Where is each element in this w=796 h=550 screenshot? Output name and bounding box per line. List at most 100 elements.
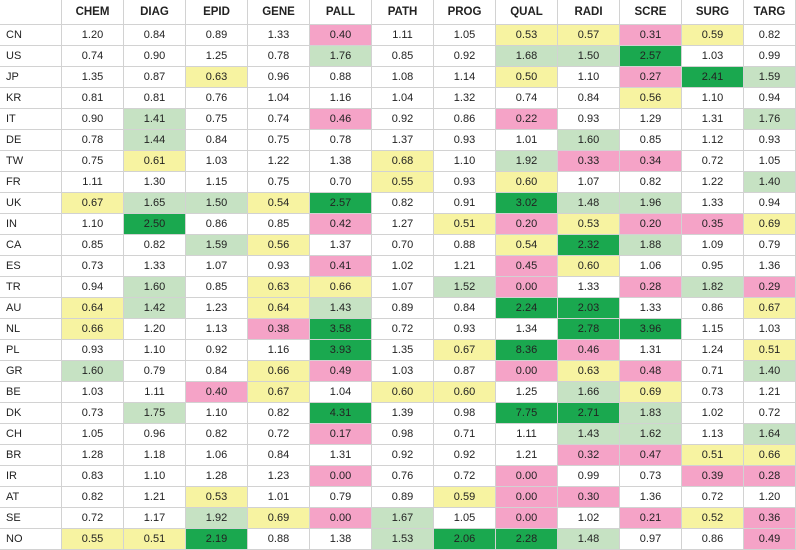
heatmap-cell: 1.04 (248, 88, 310, 109)
heatmap-cell: 0.48 (620, 361, 682, 382)
heatmap-cell: 1.30 (124, 172, 186, 193)
heatmap-cell: 2.24 (496, 298, 558, 319)
column-header: TARG (744, 0, 796, 25)
column-header: DIAG (124, 0, 186, 25)
heatmap-cell: 1.03 (744, 319, 796, 340)
heatmap-cell: 2.57 (310, 193, 372, 214)
heatmap-cell: 1.33 (682, 193, 744, 214)
heatmap-cell: 1.08 (372, 67, 434, 88)
heatmap-cell: 0.51 (682, 445, 744, 466)
heatmap-cell: 0.93 (558, 109, 620, 130)
heatmap-cell: 8.36 (496, 340, 558, 361)
heatmap-cell: 0.70 (372, 235, 434, 256)
heatmap-cell: 0.53 (558, 214, 620, 235)
row-label: PL (0, 340, 62, 361)
row-label: IN (0, 214, 62, 235)
row-label: TW (0, 151, 62, 172)
heatmap-cell: 0.51 (434, 214, 496, 235)
heatmap-cell: 0.66 (744, 445, 796, 466)
row-label: CN (0, 25, 62, 46)
column-header: PATH (372, 0, 434, 25)
heatmap-cell: 0.40 (186, 382, 248, 403)
heatmap-cell: 1.48 (558, 529, 620, 550)
heatmap-cell: 1.05 (62, 424, 124, 445)
heatmap-cell: 1.75 (124, 403, 186, 424)
heatmap-cell: 0.82 (186, 424, 248, 445)
heatmap-cell: 0.82 (744, 25, 796, 46)
heatmap-cell: 0.64 (248, 298, 310, 319)
heatmap-cell: 1.03 (186, 151, 248, 172)
heatmap-cell: 0.34 (620, 151, 682, 172)
heatmap-cell: 0.59 (682, 25, 744, 46)
heatmap-cell: 0.63 (186, 67, 248, 88)
heatmap-cell: 1.11 (124, 382, 186, 403)
heatmap-cell: 1.05 (744, 151, 796, 172)
heatmap-cell: 0.46 (558, 340, 620, 361)
row-label: NO (0, 529, 62, 550)
heatmap-cell: 0.98 (372, 424, 434, 445)
heatmap-cell: 1.31 (682, 109, 744, 130)
heatmap-cell: 0.66 (310, 277, 372, 298)
heatmap-cell: 0.75 (62, 151, 124, 172)
heatmap-cell: 0.60 (558, 256, 620, 277)
heatmap-cell: 7.75 (496, 403, 558, 424)
heatmap-cell: 1.53 (372, 529, 434, 550)
heatmap-cell: 1.50 (558, 46, 620, 67)
heatmap-cell: 0.20 (620, 214, 682, 235)
heatmap-cell: 1.13 (682, 424, 744, 445)
heatmap-cell: 0.95 (682, 256, 744, 277)
row-label: DK (0, 403, 62, 424)
heatmap-cell: 0.82 (62, 487, 124, 508)
heatmap-cell: 1.18 (124, 445, 186, 466)
heatmap-cell: 0.49 (744, 529, 796, 550)
heatmap-cell: 1.60 (558, 130, 620, 151)
heatmap-cell: 0.86 (682, 529, 744, 550)
heatmap-cell: 0.94 (744, 193, 796, 214)
heatmap-cell: 0.82 (372, 193, 434, 214)
heatmap-cell: 0.78 (310, 130, 372, 151)
heatmap-cell: 0.42 (310, 214, 372, 235)
heatmap-cell: 1.04 (372, 88, 434, 109)
heatmap-cell: 1.07 (372, 277, 434, 298)
heatmap-cell: 0.60 (434, 382, 496, 403)
heatmap-cell: 0.98 (434, 403, 496, 424)
heatmap-cell: 0.74 (248, 109, 310, 130)
heatmap-cell: 0.47 (620, 445, 682, 466)
heatmap-cell: 0.69 (744, 214, 796, 235)
heatmap-cell: 1.21 (744, 382, 796, 403)
heatmap-cell: 0.75 (248, 130, 310, 151)
heatmap-cell: 2.06 (434, 529, 496, 550)
heatmap-cell: 1.15 (682, 319, 744, 340)
heatmap-cell: 0.92 (434, 46, 496, 67)
column-header: SURG (682, 0, 744, 25)
heatmap-cell: 0.99 (558, 466, 620, 487)
heatmap-cell: 4.31 (310, 403, 372, 424)
heatmap-cell: 1.01 (248, 487, 310, 508)
heatmap-cell: 1.20 (744, 487, 796, 508)
heatmap-cell: 0.69 (620, 382, 682, 403)
heatmap-cell: 1.06 (186, 445, 248, 466)
heatmap-cell: 1.13 (186, 319, 248, 340)
heatmap-cell: 1.28 (186, 466, 248, 487)
heatmap-cell: 0.00 (310, 508, 372, 529)
heatmap-cell: 1.38 (310, 151, 372, 172)
row-label: IR (0, 466, 62, 487)
heatmap-cell: 1.41 (124, 109, 186, 130)
heatmap-cell: 2.71 (558, 403, 620, 424)
heatmap-cell: 0.88 (310, 67, 372, 88)
heatmap-cell: 2.32 (558, 235, 620, 256)
heatmap-cell: 1.16 (248, 340, 310, 361)
heatmap-cell: 0.72 (62, 508, 124, 529)
heatmap-cell: 0.82 (248, 403, 310, 424)
heatmap-cell: 0.30 (558, 487, 620, 508)
heatmap-cell: 0.67 (62, 193, 124, 214)
heatmap-cell: 1.20 (62, 25, 124, 46)
heatmap-cell: 0.81 (124, 88, 186, 109)
heatmap-cell: 0.50 (496, 67, 558, 88)
heatmap-cell: 0.75 (186, 109, 248, 130)
heatmap-cell: 0.22 (496, 109, 558, 130)
heatmap-cell: 0.39 (682, 466, 744, 487)
heatmap-cell: 1.29 (620, 109, 682, 130)
heatmap-cell: 0.92 (372, 445, 434, 466)
heatmap-cell: 0.90 (62, 109, 124, 130)
